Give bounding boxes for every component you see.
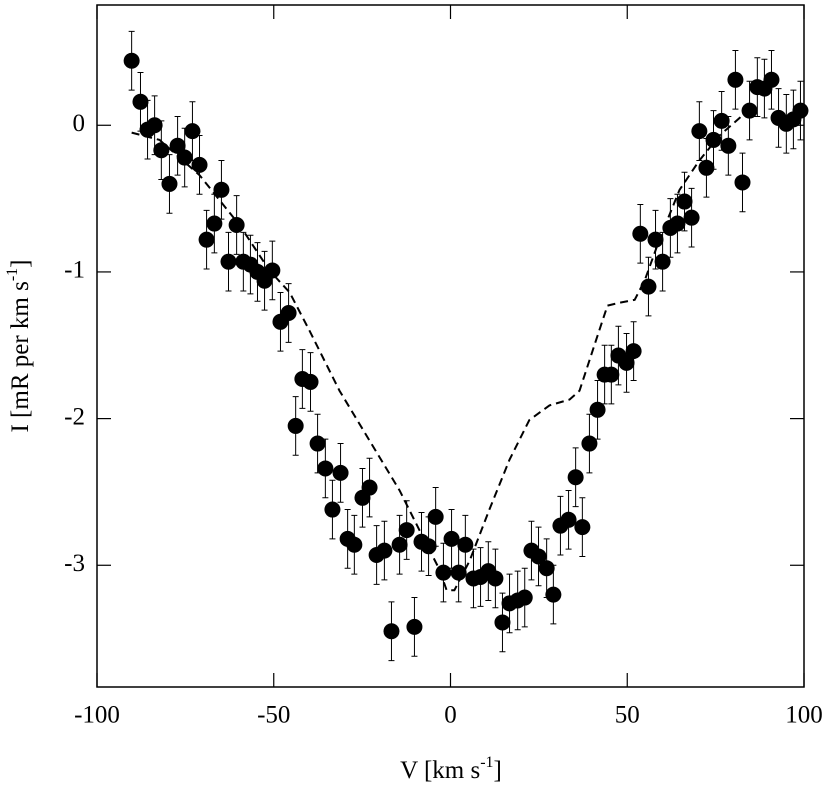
data-point	[676, 193, 693, 210]
data-point	[287, 417, 304, 434]
data-point	[683, 209, 700, 226]
data-point	[324, 501, 341, 518]
label-sup: -1	[480, 754, 493, 771]
y-axis-label: I [mR per km s-1]	[4, 259, 34, 432]
data-point	[589, 401, 606, 418]
x-tick-label: -50	[257, 702, 290, 729]
data-point	[792, 102, 809, 119]
data-point	[530, 548, 547, 565]
data-point	[654, 253, 671, 270]
data-point	[161, 175, 178, 192]
data-point	[698, 159, 715, 176]
data-point	[176, 149, 193, 166]
data-point	[346, 536, 363, 553]
data-point	[184, 123, 201, 140]
label-text: ]	[7, 259, 34, 267]
data-point	[398, 522, 415, 539]
data-point	[545, 586, 562, 603]
data-point	[317, 460, 334, 477]
data-point	[691, 123, 708, 140]
data-point	[763, 71, 780, 88]
data-point	[574, 519, 591, 536]
data-point	[625, 343, 642, 360]
data-point	[435, 564, 452, 581]
label-text: I [mR per km s	[7, 281, 34, 432]
y-tick-label: -3	[64, 550, 85, 577]
x-tick-label: 100	[785, 702, 823, 729]
plot-frame	[96, 4, 805, 688]
data-point	[169, 137, 186, 154]
x-tick-label: 0	[444, 702, 457, 729]
data-point	[538, 560, 555, 577]
data-point	[734, 174, 751, 191]
data-point	[220, 253, 237, 270]
data-point	[309, 435, 326, 452]
data-point	[146, 117, 163, 134]
x-tick-label: -100	[74, 702, 120, 729]
data-point	[280, 305, 297, 321]
data-point	[632, 225, 649, 242]
data-point	[450, 564, 467, 581]
data-point	[713, 112, 730, 129]
data-point	[640, 278, 657, 295]
data-point	[198, 231, 215, 248]
data-point	[705, 131, 722, 148]
data-point	[647, 231, 664, 248]
data-point	[457, 536, 474, 553]
data-point	[516, 589, 533, 606]
data-point	[191, 156, 208, 173]
data-point	[669, 215, 686, 232]
data-point	[376, 542, 393, 559]
label-sup: -1	[4, 268, 21, 281]
data-point	[153, 142, 170, 159]
data-point	[361, 479, 378, 496]
data-point	[581, 435, 598, 452]
label-text: ]	[494, 757, 502, 784]
x-axis-label: V [km s-1]	[400, 754, 502, 784]
data-point	[332, 464, 349, 481]
data-point	[741, 102, 758, 119]
label-text: V [km s	[400, 757, 480, 784]
data-point	[567, 469, 584, 486]
data-point	[494, 614, 511, 631]
y-tick-label: -2	[64, 403, 85, 430]
y-tick-label: 0	[73, 110, 86, 137]
data-point	[383, 623, 400, 640]
data-point	[132, 93, 149, 110]
data-point	[213, 181, 230, 198]
data-point	[420, 538, 437, 555]
data-point	[427, 508, 444, 525]
data-point	[264, 262, 281, 279]
data-point	[720, 137, 737, 154]
data-point	[228, 217, 245, 233]
data-point	[560, 511, 577, 528]
data-point	[302, 373, 319, 390]
data-point	[487, 570, 504, 587]
data-point	[406, 618, 423, 635]
data-point	[603, 366, 620, 383]
data-point	[727, 71, 744, 88]
y-tick-label: -1	[64, 257, 85, 284]
x-tick-label: 50	[615, 702, 640, 729]
data-point	[206, 215, 223, 232]
data-point	[123, 52, 140, 69]
data-point	[443, 530, 460, 547]
data-point	[391, 536, 408, 553]
data-point	[618, 354, 635, 371]
